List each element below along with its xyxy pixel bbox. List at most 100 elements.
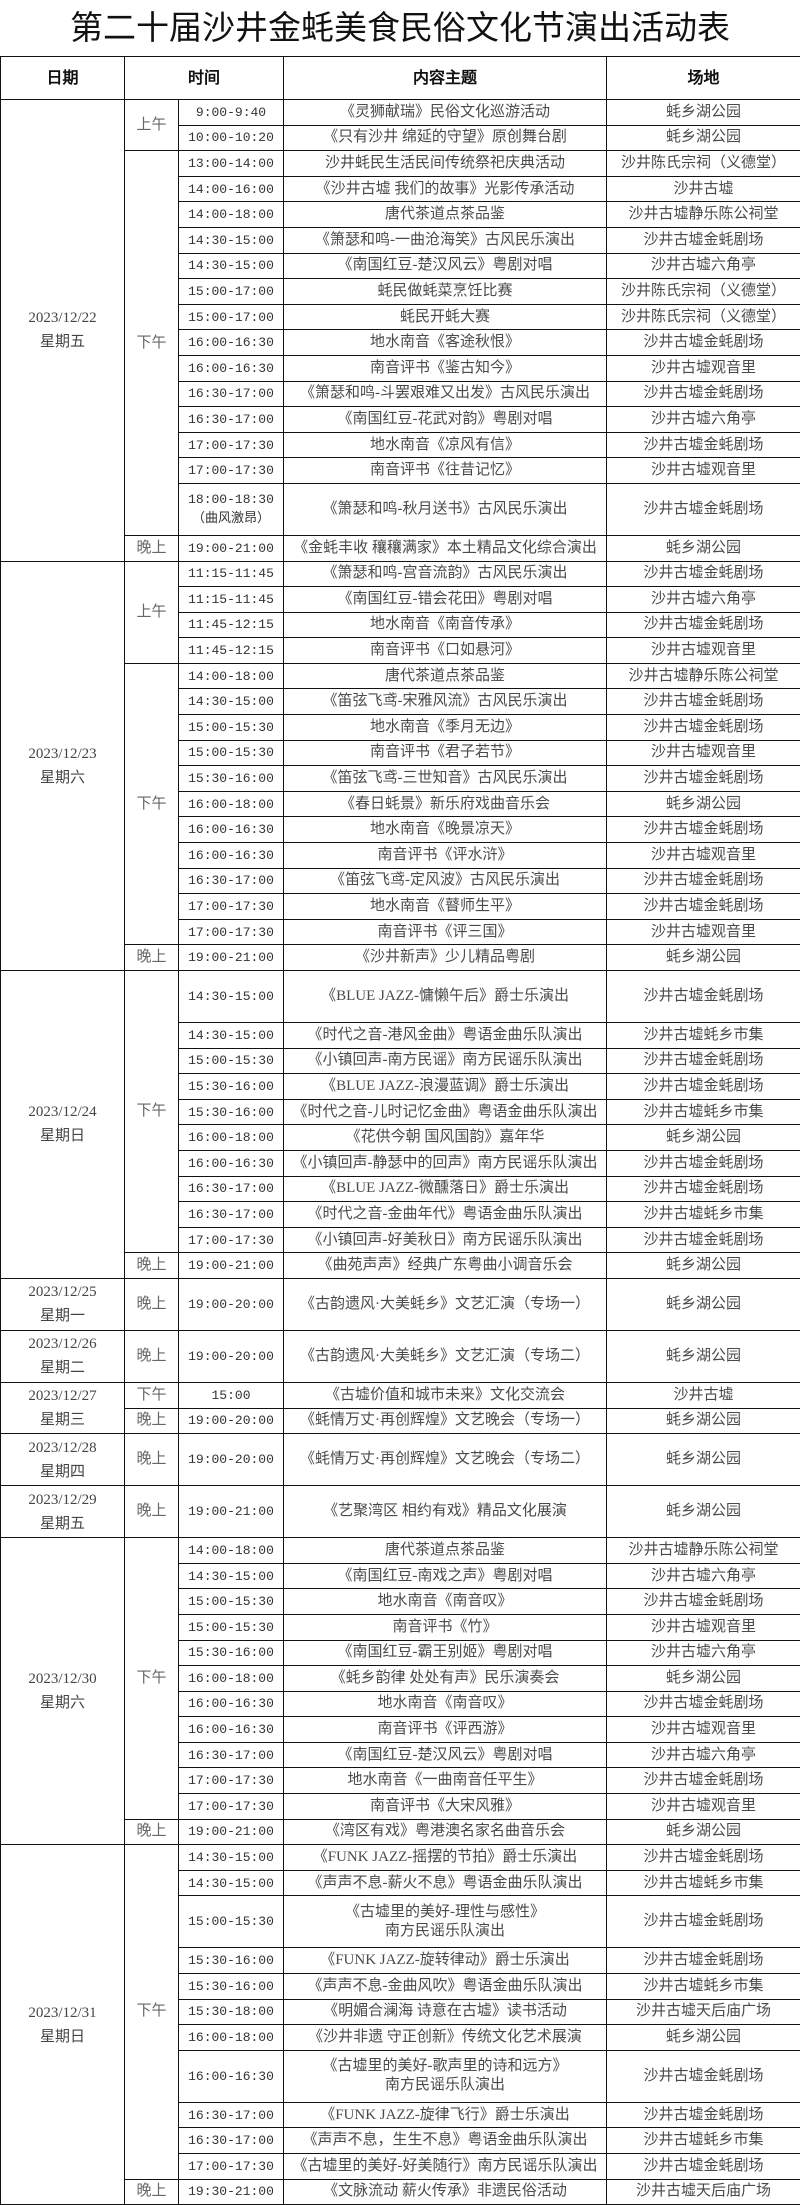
page-title: 第二十届沙井金蚝美食民俗文化节演出活动表 (0, 0, 800, 56)
time-cell: 15:30-16:00 (179, 1640, 284, 1666)
date-text: 2023/12/27 (28, 1388, 96, 1404)
time-cell: 14:30-15:00 (179, 1845, 284, 1871)
period-cell: 下午 (125, 663, 179, 945)
content-cell: 地水南音《南音传承》 (284, 612, 607, 638)
time-cell: 15:00-15:30 (179, 1614, 284, 1640)
weekday-text: 星期三 (40, 1412, 85, 1428)
venue-cell: 沙井古墟金蚝剧场 (607, 2050, 800, 2102)
content-cell: 《声声不息，生生不息》粤语金曲乐队演出 (284, 2128, 607, 2154)
time-cell: 14:30-15:00 (179, 1870, 284, 1896)
time-cell: 16:00-16:30 (179, 355, 284, 381)
time-cell: 16:30-17:00 (179, 2128, 284, 2154)
time-cell: 15:30-16:00 (179, 1974, 284, 2000)
content-cell: 唐代茶道点茶品鉴 (284, 1538, 607, 1564)
venue-cell: 沙井古墟观音里 (607, 843, 800, 869)
venue-cell: 沙井古墟观音里 (607, 638, 800, 664)
weekday-text: 星期四 (40, 1464, 85, 1480)
period-cell: 下午 (125, 1538, 179, 1820)
content-cell: 《小镇回声-好美秋日》南方民谣乐队演出 (284, 1227, 607, 1253)
period-cell: 下午 (125, 971, 179, 1253)
weekday-text: 星期五 (40, 334, 85, 350)
content-cell: 《声声不息-金曲风吹》粤语金曲乐队演出 (284, 1974, 607, 2000)
weekday-text: 星期六 (40, 1695, 85, 1711)
time-cell: 11:15-11:45 (179, 587, 284, 613)
content-cell: 《南国红豆-花武对韵》粤剧对唱 (284, 407, 607, 433)
date-text: 2023/12/25 (28, 1284, 96, 1300)
content-cell: 南音评书《大宋风雅》 (284, 1794, 607, 1820)
time-cell: 19:00-21:00 (179, 945, 284, 971)
venue-cell: 沙井古墟观音里 (607, 1614, 800, 1640)
time-cell: 14:30-15:00 (179, 227, 284, 253)
venue-cell: 沙井古墟静乐陈公祠堂 (607, 202, 800, 228)
content-cell: 《古墟里的美好-理性与感性》 南方民谣乐队演出 (284, 1896, 607, 1948)
content-cell: 《蚝情万丈·再创辉煌》文艺晚会（专场一） (284, 1408, 607, 1434)
period-cell: 上午 (125, 561, 179, 663)
time-cell: 15:00-15:30 (179, 715, 284, 741)
content-cell: 《FUNK JAZZ-旋转律动》爵士乐演出 (284, 1948, 607, 1974)
time-cell: 16:00-16:30 (179, 1150, 284, 1176)
venue-cell: 沙井古墟天后庙广场 (607, 2179, 800, 2205)
time-cell: 13:00-14:00 (179, 151, 284, 177)
venue-cell: 沙井古墟观音里 (607, 919, 800, 945)
table-header-row: 日期 时间 内容主题 场地 (1, 57, 800, 100)
content-cell: 《蚝乡韵律 处处有声》民乐演奏会 (284, 1666, 607, 1692)
content-cell: 《小镇回声-南方民谣》南方民谣乐队演出 (284, 1048, 607, 1074)
venue-cell: 蚝乡湖公园 (607, 1819, 800, 1845)
time-cell: 15:00-15:30 (179, 1048, 284, 1074)
content-cell: 《古墟里的美好-好美随行》南方民谣乐队演出 (284, 2154, 607, 2180)
content-cell: 《南国红豆-错会花田》粤剧对唱 (284, 587, 607, 613)
time-cell: 14:00-18:00 (179, 1538, 284, 1564)
content-cell: 南音评书《评西游》 (284, 1717, 607, 1743)
time-cell: 17:00-17:30 (179, 2154, 284, 2180)
time-cell: 19:00-21:00 (179, 535, 284, 561)
time-cell: 17:00-17:30 (179, 432, 284, 458)
content-cell: 唐代茶道点茶品鉴 (284, 663, 607, 689)
content-cell: 《FUNK JAZZ-摇摆的节拍》爵士乐演出 (284, 1845, 607, 1871)
time-cell: 16:30-17:00 (179, 2102, 284, 2128)
period-cell: 晚上 (125, 1486, 179, 1538)
time-cell: 14:30-15:00 (179, 1023, 284, 1049)
time-cell: 16:00-16:30 (179, 1691, 284, 1717)
period-cell: 晚上 (125, 1408, 179, 1434)
time-cell: 16:30-17:00 (179, 1742, 284, 1768)
time-cell: 19:00-20:00 (179, 1330, 284, 1382)
venue-cell: 沙井古墟金蚝剧场 (607, 715, 800, 741)
time-cell: 10:00-10:20 (179, 125, 284, 151)
content-cell: 蚝民开蚝大赛 (284, 304, 607, 330)
weekday-text: 星期一 (40, 1308, 85, 1324)
content-cell: 地水南音《凉风有信》 (284, 432, 607, 458)
venue-cell: 沙井古墟蚝乡市集 (607, 1202, 800, 1228)
venue-cell: 沙井古墟观音里 (607, 740, 800, 766)
content-cell: 地水南音《南音叹》 (284, 1589, 607, 1615)
period-cell: 下午 (125, 1382, 179, 1408)
content-cell: 《蚝情万丈·再创辉煌》文艺晚会（专场二） (284, 1434, 607, 1486)
content-cell: 《曲苑声声》经典广东粤曲小调音乐会 (284, 1253, 607, 1279)
content-cell: 《BLUE JAZZ-慵懒午后》爵士乐演出 (284, 971, 607, 1023)
time-cell: 16:30-17:00 (179, 1176, 284, 1202)
venue-cell: 沙井古墟六角亭 (607, 587, 800, 613)
time-cell: 19:00-21:00 (179, 1819, 284, 1845)
venue-cell: 沙井古墟静乐陈公祠堂 (607, 663, 800, 689)
venue-cell: 沙井古墟金蚝剧场 (607, 766, 800, 792)
time-cell: 16:00-16:30 (179, 817, 284, 843)
time-cell: 17:00-17:30 (179, 1794, 284, 1820)
time-cell: 16:00-16:30 (179, 330, 284, 356)
date-text: 2023/12/31 (28, 2005, 96, 2021)
venue-cell: 沙井古墟蚝乡市集 (607, 1023, 800, 1049)
time-cell: 14:00-16:00 (179, 176, 284, 202)
time-cell: 16:00-18:00 (179, 1125, 284, 1151)
venue-cell: 沙井古墟 (607, 176, 800, 202)
time-cell: 11:45-12:15 (179, 612, 284, 638)
content-cell: 《只有沙井 绵延的守望》原创舞台剧 (284, 125, 607, 151)
content-cell: 南音评书《口如悬河》 (284, 638, 607, 664)
